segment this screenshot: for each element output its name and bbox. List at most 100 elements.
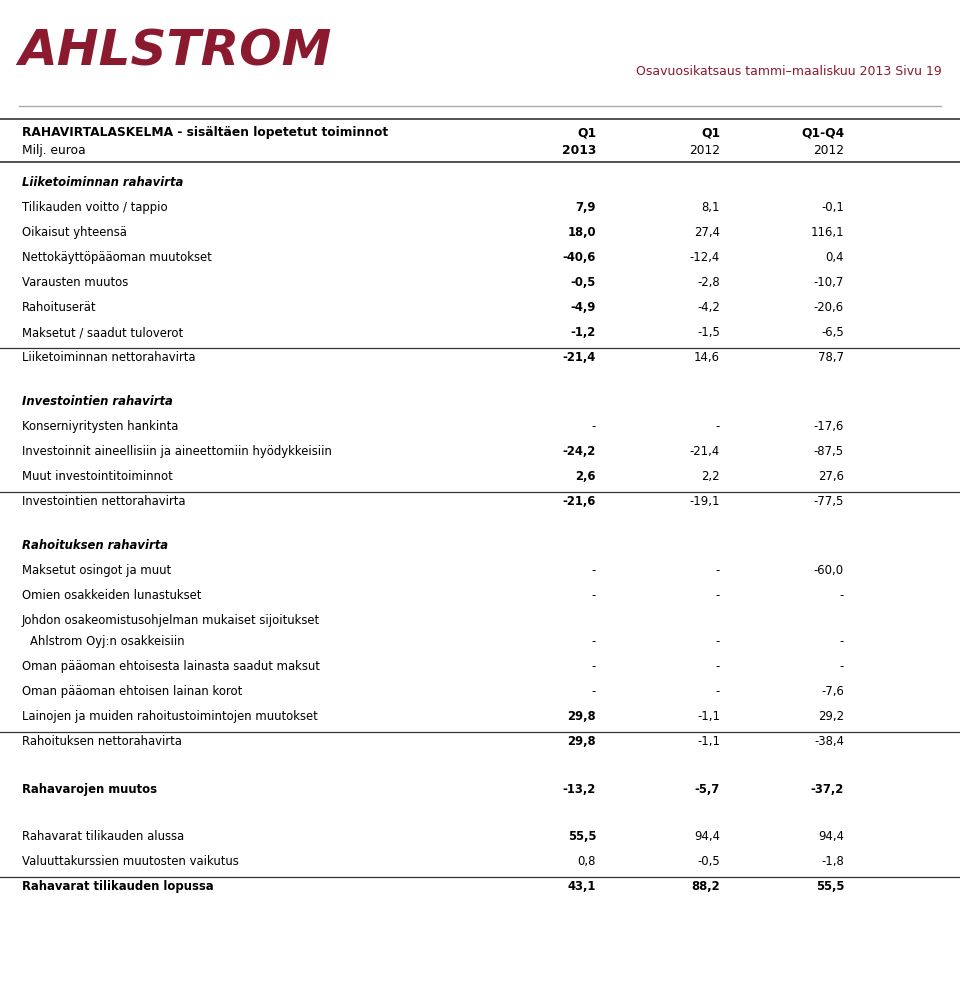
Text: 116,1: 116,1: [810, 226, 844, 240]
Text: -: -: [716, 420, 720, 433]
Text: 29,8: 29,8: [567, 710, 596, 723]
Text: 88,2: 88,2: [691, 880, 720, 892]
Text: Investointien nettorahavirta: Investointien nettorahavirta: [22, 495, 185, 508]
Text: -7,6: -7,6: [821, 684, 844, 697]
Text: -2,8: -2,8: [697, 276, 720, 289]
Text: Maksetut osingot ja muut: Maksetut osingot ja muut: [22, 563, 171, 577]
Text: 29,8: 29,8: [567, 735, 596, 747]
Text: Maksetut / saadut tuloverot: Maksetut / saadut tuloverot: [22, 326, 183, 339]
Text: -1,1: -1,1: [697, 710, 720, 723]
Text: Tilikauden voitto / tappio: Tilikauden voitto / tappio: [22, 201, 168, 214]
Text: -: -: [716, 660, 720, 672]
Text: -: -: [716, 684, 720, 697]
Text: AHLSTROM: AHLSTROM: [18, 28, 331, 76]
Text: -10,7: -10,7: [814, 276, 844, 289]
Text: 2,2: 2,2: [702, 469, 720, 483]
Text: 0,4: 0,4: [826, 251, 844, 264]
Text: 0,8: 0,8: [578, 855, 596, 868]
Text: -21,6: -21,6: [563, 495, 596, 508]
Text: -12,4: -12,4: [689, 251, 720, 264]
Text: -: -: [840, 635, 844, 648]
Text: Lainojen ja muiden rahoitustoimintojen muutokset: Lainojen ja muiden rahoitustoimintojen m…: [22, 710, 318, 723]
Text: -19,1: -19,1: [689, 495, 720, 508]
Text: Omien osakkeiden lunastukset: Omien osakkeiden lunastukset: [22, 589, 202, 601]
Text: -1,5: -1,5: [697, 326, 720, 339]
Text: 8,1: 8,1: [702, 201, 720, 214]
Text: -60,0: -60,0: [814, 563, 844, 577]
Text: -40,6: -40,6: [563, 251, 596, 264]
Text: -: -: [840, 589, 844, 601]
Text: -13,2: -13,2: [563, 782, 596, 795]
Text: Rahoituserät: Rahoituserät: [22, 301, 97, 315]
Text: -37,2: -37,2: [811, 782, 844, 795]
Text: -21,4: -21,4: [563, 351, 596, 364]
Text: -1,2: -1,2: [571, 326, 596, 339]
Text: -6,5: -6,5: [821, 326, 844, 339]
Text: 55,5: 55,5: [816, 880, 844, 892]
Text: -: -: [716, 589, 720, 601]
Text: Liiketoiminnan nettorahavirta: Liiketoiminnan nettorahavirta: [22, 351, 196, 364]
Text: 43,1: 43,1: [567, 880, 596, 892]
Text: 55,5: 55,5: [567, 829, 596, 842]
Text: Q1-Q4: Q1-Q4: [801, 126, 844, 139]
Text: -: -: [716, 563, 720, 577]
Text: Johdon osakeomistusohjelman mukaiset sijoitukset: Johdon osakeomistusohjelman mukaiset sij…: [22, 613, 320, 626]
Text: -20,6: -20,6: [814, 301, 844, 315]
Text: -0,5: -0,5: [697, 855, 720, 868]
Text: 27,6: 27,6: [818, 469, 844, 483]
Text: Q1: Q1: [577, 126, 596, 139]
Text: -87,5: -87,5: [814, 445, 844, 458]
Text: -: -: [591, 684, 596, 697]
Text: Oman pääoman ehtoisen lainan korot: Oman pääoman ehtoisen lainan korot: [22, 684, 242, 697]
Text: -21,4: -21,4: [689, 445, 720, 458]
Text: 18,0: 18,0: [567, 226, 596, 240]
Text: Osavuosikatsaus tammi–maaliskuu 2013 Sivu 19: Osavuosikatsaus tammi–maaliskuu 2013 Siv…: [636, 65, 942, 79]
Text: 14,6: 14,6: [694, 351, 720, 364]
Text: -1,8: -1,8: [821, 855, 844, 868]
Text: Rahavarat tilikauden alussa: Rahavarat tilikauden alussa: [22, 829, 184, 842]
Text: Investoinnit aineellisiin ja aineettomiin hyödykkeisiin: Investoinnit aineellisiin ja aineettomii…: [22, 445, 332, 458]
Text: Nettokäyttöpääoman muutokset: Nettokäyttöpääoman muutokset: [22, 251, 212, 264]
Text: 7,9: 7,9: [575, 201, 596, 214]
Text: 94,4: 94,4: [694, 829, 720, 842]
Text: 2,6: 2,6: [575, 469, 596, 483]
Text: -: -: [591, 420, 596, 433]
Text: -24,2: -24,2: [563, 445, 596, 458]
Text: Milj. euroa: Milj. euroa: [22, 144, 85, 158]
Text: -: -: [716, 635, 720, 648]
Text: 2012: 2012: [813, 144, 844, 158]
Text: -: -: [591, 563, 596, 577]
Text: Liiketoiminnan rahavirta: Liiketoiminnan rahavirta: [22, 176, 183, 189]
Text: Rahavarat tilikauden lopussa: Rahavarat tilikauden lopussa: [22, 880, 214, 892]
Text: -: -: [591, 589, 596, 601]
Text: Ahlstrom Oyj:n osakkeisiin: Ahlstrom Oyj:n osakkeisiin: [30, 635, 184, 648]
Text: Konserniyritysten hankinta: Konserniyritysten hankinta: [22, 420, 179, 433]
Text: Muut investointitoiminnot: Muut investointitoiminnot: [22, 469, 173, 483]
Text: Valuuttakurssien muutosten vaikutus: Valuuttakurssien muutosten vaikutus: [22, 855, 239, 868]
Text: -0,1: -0,1: [821, 201, 844, 214]
Text: 78,7: 78,7: [818, 351, 844, 364]
Text: Rahoituksen nettorahavirta: Rahoituksen nettorahavirta: [22, 735, 181, 747]
Text: Rahoituksen rahavirta: Rahoituksen rahavirta: [22, 538, 168, 551]
Text: Oman pääoman ehtoisesta lainasta saadut maksut: Oman pääoman ehtoisesta lainasta saadut …: [22, 660, 320, 672]
Text: -: -: [591, 635, 596, 648]
Text: -4,2: -4,2: [697, 301, 720, 315]
Text: 27,4: 27,4: [694, 226, 720, 240]
Text: -0,5: -0,5: [571, 276, 596, 289]
Text: RAHAVIRTALASKELMA - sisältäen lopetetut toiminnot: RAHAVIRTALASKELMA - sisältäen lopetetut …: [22, 126, 388, 139]
Text: -77,5: -77,5: [814, 495, 844, 508]
Text: Investointien rahavirta: Investointien rahavirta: [22, 394, 173, 408]
Text: Rahavarojen muutos: Rahavarojen muutos: [22, 782, 157, 795]
Text: 94,4: 94,4: [818, 829, 844, 842]
Text: 29,2: 29,2: [818, 710, 844, 723]
Text: -: -: [840, 660, 844, 672]
Text: -38,4: -38,4: [814, 735, 844, 747]
Text: Varausten muutos: Varausten muutos: [22, 276, 129, 289]
Text: -17,6: -17,6: [814, 420, 844, 433]
Text: 2012: 2012: [689, 144, 720, 158]
Text: -4,9: -4,9: [570, 301, 596, 315]
Text: Oikaisut yhteensä: Oikaisut yhteensä: [22, 226, 127, 240]
Text: Q1: Q1: [701, 126, 720, 139]
Text: -1,1: -1,1: [697, 735, 720, 747]
Text: -: -: [591, 660, 596, 672]
